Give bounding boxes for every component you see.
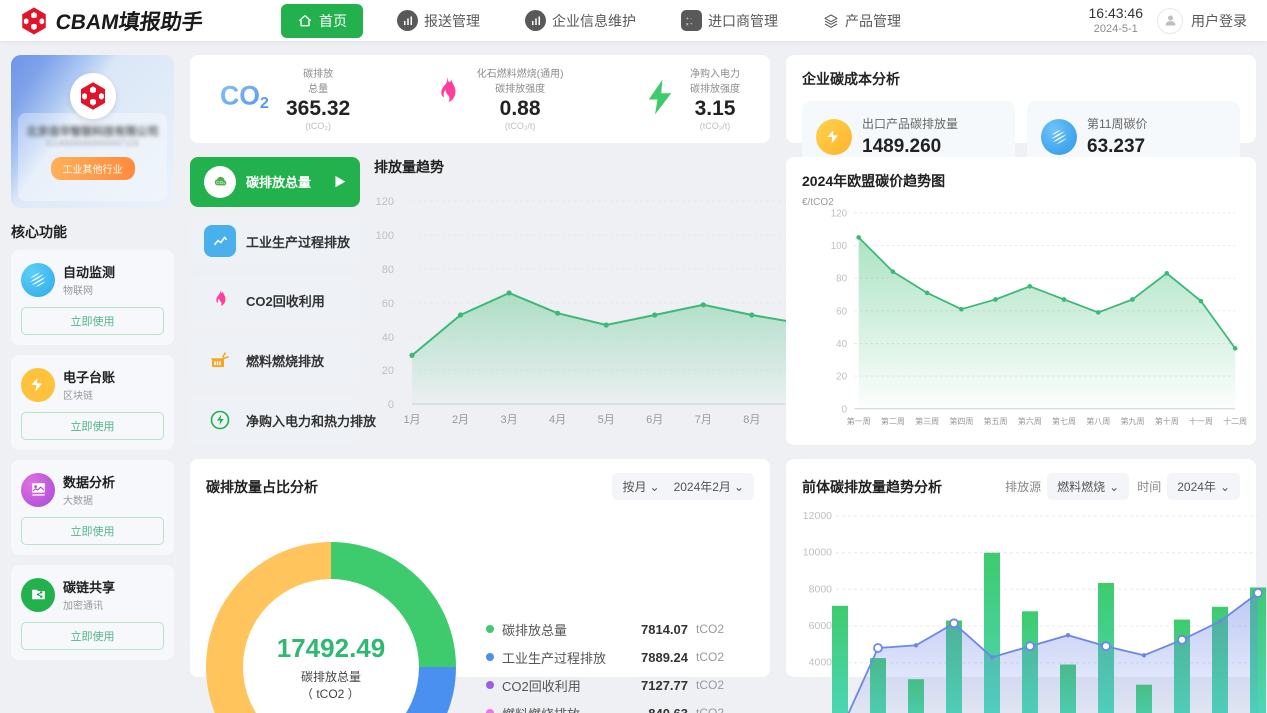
svg-text:第三周: 第三周 [915, 416, 939, 426]
svg-text:8月: 8月 [743, 414, 760, 426]
svg-text:十一周: 十一周 [1189, 416, 1213, 426]
svg-text:120: 120 [831, 208, 848, 219]
svg-text:80: 80 [836, 274, 847, 285]
svg-text:第六周: 第六周 [1018, 416, 1042, 426]
svg-text:6月: 6月 [646, 414, 663, 426]
svg-text:6000: 6000 [809, 620, 833, 632]
svg-text:CO₂: CO₂ [216, 180, 225, 185]
svg-text:120: 120 [376, 196, 394, 208]
svg-text:第一周: 第一周 [847, 416, 871, 426]
svg-text:7月: 7月 [695, 414, 712, 426]
svg-text:第八周: 第八周 [1086, 416, 1110, 426]
svg-text:第九周: 第九周 [1120, 416, 1144, 426]
svg-text:60: 60 [382, 298, 394, 310]
svg-text:CO2: CO2 [220, 80, 269, 112]
svg-text:40: 40 [382, 332, 394, 344]
svg-text:第五周: 第五周 [984, 416, 1008, 426]
svg-text:0: 0 [842, 404, 848, 415]
svg-text:60: 60 [836, 306, 847, 317]
svg-text:第十周: 第十周 [1155, 416, 1179, 426]
svg-text:8000: 8000 [809, 583, 833, 595]
svg-text:100: 100 [831, 241, 848, 252]
svg-text:0: 0 [388, 399, 394, 411]
svg-text:20: 20 [382, 365, 394, 377]
svg-text:10000: 10000 [803, 547, 832, 559]
svg-text:第七周: 第七周 [1052, 416, 1076, 426]
svg-text:4月: 4月 [549, 414, 566, 426]
svg-text:+ -: + - [686, 17, 692, 22]
svg-text:12000: 12000 [803, 510, 832, 522]
svg-text:十二周: 十二周 [1223, 416, 1247, 426]
svg-text:100: 100 [376, 230, 394, 242]
svg-text:1月: 1月 [403, 414, 420, 426]
svg-text:3月: 3月 [501, 414, 518, 426]
svg-text:x ÷: x ÷ [686, 22, 693, 27]
svg-text:80: 80 [382, 264, 394, 276]
svg-text:4000: 4000 [809, 657, 833, 669]
svg-text:40: 40 [836, 339, 847, 350]
svg-text:第四周: 第四周 [949, 416, 973, 426]
svg-text:第二周: 第二周 [881, 416, 905, 426]
svg-text:2月: 2月 [452, 414, 469, 426]
svg-text:20: 20 [836, 372, 847, 383]
svg-text:5月: 5月 [598, 414, 615, 426]
